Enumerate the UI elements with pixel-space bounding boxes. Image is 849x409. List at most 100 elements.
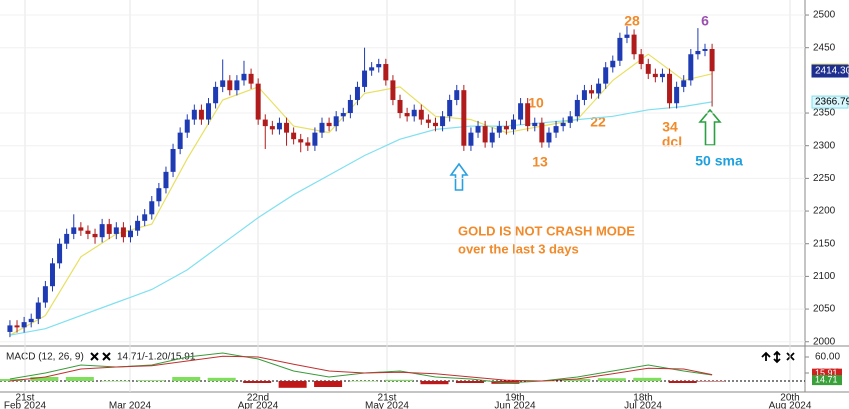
candle-body bbox=[404, 113, 410, 117]
y-tick-label: 2150 bbox=[813, 238, 836, 249]
candle-body bbox=[28, 318, 34, 323]
candle-body bbox=[390, 80, 396, 100]
macd-histogram bbox=[385, 379, 414, 381]
candle-body bbox=[305, 142, 311, 146]
candle-body bbox=[496, 126, 502, 133]
candle-body bbox=[667, 73, 673, 104]
price-box-label: 2366.79 bbox=[815, 97, 849, 108]
candle-body bbox=[688, 54, 694, 81]
x-tick-label: 21st bbox=[16, 393, 35, 404]
candle-body bbox=[92, 233, 98, 238]
candle-body bbox=[560, 122, 566, 127]
macd-histogram bbox=[30, 377, 59, 381]
candle-body bbox=[347, 99, 353, 114]
candle-body bbox=[546, 132, 552, 143]
price-box-label: 2414.30 bbox=[815, 66, 849, 77]
x-tick-label: 18th bbox=[633, 393, 652, 404]
x-tick-label: Aug 2024 bbox=[769, 401, 812, 409]
x-tick-label: May 2024 bbox=[365, 401, 409, 409]
candle-body bbox=[71, 227, 77, 234]
candle-body bbox=[383, 64, 389, 81]
candle-body bbox=[120, 227, 126, 238]
candle-body bbox=[35, 302, 41, 319]
candle-body bbox=[603, 67, 609, 84]
x-tick-label: Mar 2024 bbox=[109, 401, 152, 409]
macd-histogram bbox=[597, 378, 626, 381]
candle-body bbox=[574, 99, 580, 117]
candle-body bbox=[454, 90, 460, 100]
candle-body bbox=[432, 122, 438, 127]
macd-box bbox=[812, 375, 842, 386]
macd-histogram bbox=[697, 381, 726, 382]
green-arrow bbox=[698, 108, 722, 146]
y-tick-label: 2500 bbox=[813, 10, 836, 21]
signal-line bbox=[9, 355, 713, 382]
candle-body bbox=[57, 243, 63, 264]
macd-label: MACD (12, 26, 9) bbox=[6, 352, 84, 363]
macd-histogram bbox=[420, 381, 449, 385]
macd-box-label: 14.71 bbox=[815, 374, 838, 384]
candle-body bbox=[106, 224, 112, 234]
candle-body bbox=[362, 70, 368, 87]
candle-body bbox=[376, 64, 382, 68]
y-tick-label: 2350 bbox=[813, 108, 836, 119]
candle-body bbox=[227, 80, 233, 91]
candle-body bbox=[440, 116, 446, 127]
y-tick-label: 2050 bbox=[813, 304, 836, 315]
macd-histogram bbox=[65, 377, 94, 381]
candle-body bbox=[312, 132, 318, 146]
candle-body bbox=[234, 80, 240, 91]
annotation: 22 bbox=[590, 114, 606, 130]
headline: GOLD IS NOT CRASH MODE bbox=[458, 223, 635, 238]
candle-body bbox=[241, 73, 247, 81]
macd-histogram bbox=[0, 379, 23, 381]
candle-body bbox=[248, 73, 254, 84]
macd-histogram bbox=[278, 381, 307, 388]
panel-icons[interactable] bbox=[761, 350, 795, 364]
price-box bbox=[811, 64, 849, 78]
icons bbox=[90, 352, 111, 361]
candle-body bbox=[291, 132, 297, 140]
candle-body bbox=[42, 286, 48, 303]
macd-histogram bbox=[349, 381, 378, 382]
candle-body bbox=[198, 109, 204, 120]
candle-body bbox=[553, 126, 559, 133]
candle-body bbox=[128, 230, 134, 238]
annotation: 34 bbox=[662, 119, 678, 135]
moving-average bbox=[9, 53, 713, 336]
annotation: 6 bbox=[701, 13, 709, 29]
candle-body bbox=[333, 116, 339, 127]
x-tick-label: Jul 2024 bbox=[624, 401, 662, 409]
moving-average bbox=[9, 101, 713, 336]
candle-body bbox=[269, 126, 275, 130]
macd-histogram bbox=[207, 377, 236, 381]
candle-body bbox=[142, 214, 148, 221]
candle-body bbox=[617, 37, 623, 61]
macd-histogram bbox=[455, 381, 484, 383]
candle-body bbox=[681, 80, 687, 87]
candle-body bbox=[610, 60, 616, 68]
candle-body bbox=[284, 122, 290, 133]
candle-body bbox=[397, 99, 403, 114]
candle-body bbox=[652, 73, 658, 78]
x-tick-label: 22nd bbox=[247, 393, 269, 404]
candle-body bbox=[539, 122, 545, 143]
candle-body bbox=[532, 122, 538, 127]
candle-body bbox=[262, 119, 268, 127]
candle-body bbox=[461, 90, 467, 146]
candle-body bbox=[64, 233, 70, 244]
candle-body bbox=[503, 126, 509, 130]
candle-body bbox=[674, 86, 680, 104]
candle-body bbox=[659, 73, 665, 78]
candle-body bbox=[518, 103, 524, 120]
y-tick-label: 2000 bbox=[813, 336, 836, 347]
macd-box-label: 15.91 bbox=[815, 368, 838, 378]
candle-body bbox=[589, 90, 595, 94]
candle-body bbox=[326, 122, 332, 127]
macd-histogram bbox=[136, 380, 165, 381]
candle-body bbox=[702, 49, 708, 51]
candle-body bbox=[220, 80, 226, 87]
x-tick-label: Feb 2024 bbox=[4, 401, 47, 409]
candle-body bbox=[369, 67, 375, 71]
